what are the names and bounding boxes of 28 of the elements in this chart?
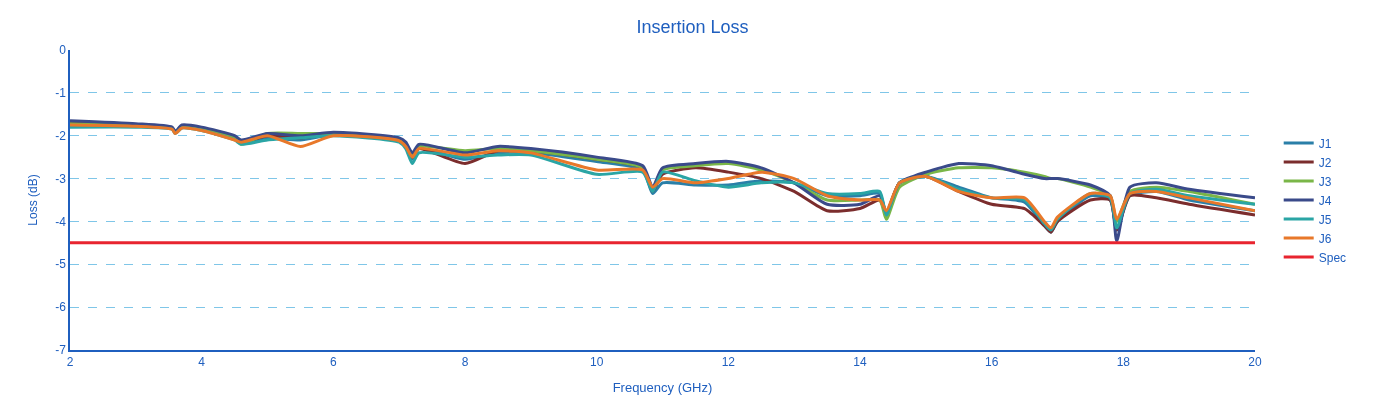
x-tick-label: 20 — [1248, 355, 1262, 370]
legend-label: Spec — [1318, 250, 1347, 265]
y-axis-title: Loss (dB) — [25, 174, 40, 226]
legend-label: J2 — [1318, 155, 1332, 170]
legend-label: J1 — [1318, 136, 1332, 151]
legend-label: J4 — [1318, 193, 1332, 208]
y-tick-label: -6 — [55, 300, 67, 315]
x-axis-title: Frequency (GHz) — [612, 380, 713, 396]
legend-label: J3 — [1318, 174, 1332, 189]
y-tick-label: 0 — [59, 43, 67, 58]
y-tick-label: -4 — [55, 214, 67, 229]
y-tick-label: -3 — [55, 171, 67, 186]
x-tick-label: 10 — [589, 355, 604, 370]
x-tick-label: 2 — [66, 355, 74, 370]
x-tick-label: 18 — [1116, 355, 1131, 370]
y-tick-label: -7 — [55, 343, 67, 358]
y-tick-label: -5 — [55, 257, 67, 272]
y-tick-label: -1 — [55, 86, 67, 101]
legend-label: J6 — [1318, 231, 1332, 246]
x-tick-label: 8 — [461, 355, 469, 370]
x-tick-label: 12 — [721, 355, 736, 370]
x-tick-label: 4 — [198, 355, 206, 370]
chart-title: Insertion Loss — [636, 16, 749, 37]
y-tick-label: -2 — [55, 128, 67, 143]
x-tick-label: 16 — [984, 355, 999, 370]
legend-label: J5 — [1318, 212, 1332, 227]
x-tick-label: 6 — [329, 355, 337, 370]
x-tick-label: 14 — [853, 355, 867, 370]
